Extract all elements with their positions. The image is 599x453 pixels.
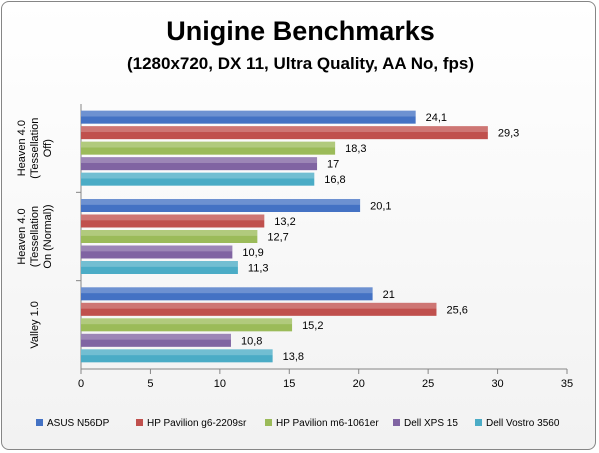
- bar-highlight: [81, 333, 231, 340]
- bar: [81, 110, 416, 124]
- data-label: 13,8: [283, 351, 304, 363]
- data-label: 12,7: [267, 232, 288, 244]
- x-tick-label: 10: [214, 378, 226, 390]
- legend-label: Dell XPS 15: [404, 418, 458, 429]
- chart-title: Unigine Benchmarks: [166, 16, 435, 46]
- data-label: 16,8: [324, 174, 345, 186]
- bar: [81, 333, 231, 347]
- bar: [81, 214, 265, 228]
- legend-swatch: [475, 419, 482, 426]
- legend-swatch: [136, 419, 143, 426]
- legend-label: HP Pavilion g6-2209sr: [147, 418, 247, 429]
- category-label-line: Off): [42, 139, 54, 157]
- legend-label: Dell Vostro 3560: [486, 418, 560, 429]
- bar: [81, 199, 361, 212]
- category-label: Heaven 4.0(TessellationOff): [16, 118, 54, 179]
- data-label: 24,1: [426, 112, 447, 124]
- legend-swatch: [393, 419, 400, 426]
- data-label: 17: [327, 159, 339, 171]
- bar: [81, 245, 233, 259]
- data-label: 25,6: [446, 304, 467, 316]
- bar: [81, 349, 273, 363]
- chart-subtitle: (1280x720, DX 11, Ultra Quality, AA No, …: [126, 54, 475, 73]
- bar: [81, 261, 238, 274]
- data-label: 21: [383, 289, 395, 301]
- bar-highlight: [81, 172, 315, 179]
- category-label-line: (Tessellation: [29, 118, 41, 179]
- bar-highlight: [81, 199, 361, 205]
- bar: [81, 172, 315, 186]
- bar-highlight: [81, 318, 293, 325]
- x-tick-label: 25: [422, 378, 434, 390]
- bar-highlight: [81, 230, 258, 236]
- bar-highlight: [81, 126, 488, 133]
- data-label: 10,8: [241, 335, 262, 347]
- bar: [81, 126, 488, 140]
- x-tick-label: 0: [78, 378, 84, 390]
- data-label: 18,3: [345, 143, 366, 155]
- bar-highlight: [81, 349, 273, 356]
- bar: [81, 318, 293, 332]
- bar: [81, 157, 318, 171]
- category-label: Heaven 4.0(TessellationOn (Normal)): [16, 204, 54, 268]
- data-label: 15,2: [302, 320, 323, 332]
- category-label-line: On (Normal)): [42, 204, 54, 268]
- x-tick-label: 30: [491, 378, 503, 390]
- bar-highlight: [81, 141, 336, 148]
- category-label-line: Valley 1.0: [29, 301, 41, 349]
- data-label: 11,3: [248, 263, 269, 275]
- data-label: 29,3: [498, 128, 519, 140]
- x-tick-label: 20: [353, 378, 365, 390]
- bar-highlight: [81, 157, 318, 164]
- bar-highlight: [81, 302, 437, 309]
- category-label-line: Heaven 4.0: [16, 120, 28, 176]
- bar: [81, 141, 336, 155]
- category-label: Valley 1.0: [29, 301, 41, 349]
- bar-highlight: [81, 261, 238, 267]
- x-tick-label: 5: [147, 378, 153, 390]
- bar-highlight: [81, 110, 416, 117]
- category-label-line: (Tessellation: [29, 206, 41, 267]
- bar: [81, 302, 437, 316]
- x-tick-label: 35: [561, 378, 573, 390]
- legend-swatch: [265, 419, 272, 426]
- bar: [81, 287, 373, 301]
- bar-highlight: [81, 287, 373, 294]
- bar-highlight: [81, 245, 233, 252]
- data-label: 10,9: [242, 247, 263, 259]
- bar: [81, 230, 258, 243]
- legend-swatch: [36, 419, 43, 426]
- data-label: 20,1: [370, 201, 391, 213]
- legend-label: ASUS N56DP: [47, 418, 110, 429]
- bar-highlight: [81, 214, 265, 221]
- category-label-line: Heaven 4.0: [16, 208, 28, 264]
- data-label: 13,2: [274, 216, 295, 228]
- legend-label: HP Pavilion m6-1061er: [276, 418, 379, 429]
- x-tick-label: 15: [283, 378, 295, 390]
